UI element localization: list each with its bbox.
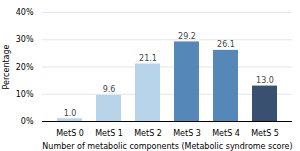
svg-text:26.1: 26.1 (217, 40, 235, 49)
svg-text:20%: 20% (16, 63, 34, 72)
svg-text:30%: 30% (16, 35, 34, 44)
svg-text:MetS 0: MetS 0 (56, 129, 84, 138)
svg-text:40%: 40% (16, 8, 34, 17)
svg-text:Percentage: Percentage (2, 44, 11, 89)
svg-text:MetS 4: MetS 4 (212, 129, 240, 138)
svg-text:Number of metabolic components: Number of metabolic components (Metaboli… (42, 142, 292, 151)
svg-text:MetS 1: MetS 1 (95, 129, 123, 138)
svg-text:10%: 10% (16, 90, 34, 99)
svg-text:13.0: 13.0 (256, 76, 274, 85)
svg-text:1.0: 1.0 (64, 109, 77, 118)
svg-text:21.1: 21.1 (139, 54, 157, 63)
svg-text:MetS 5: MetS 5 (251, 129, 279, 138)
svg-text:9.6: 9.6 (103, 85, 116, 94)
svg-text:0%: 0% (21, 117, 34, 126)
svg-text:MetS 3: MetS 3 (173, 129, 201, 138)
svg-text:MetS 2: MetS 2 (134, 129, 162, 138)
svg-text:29.2: 29.2 (178, 32, 196, 41)
